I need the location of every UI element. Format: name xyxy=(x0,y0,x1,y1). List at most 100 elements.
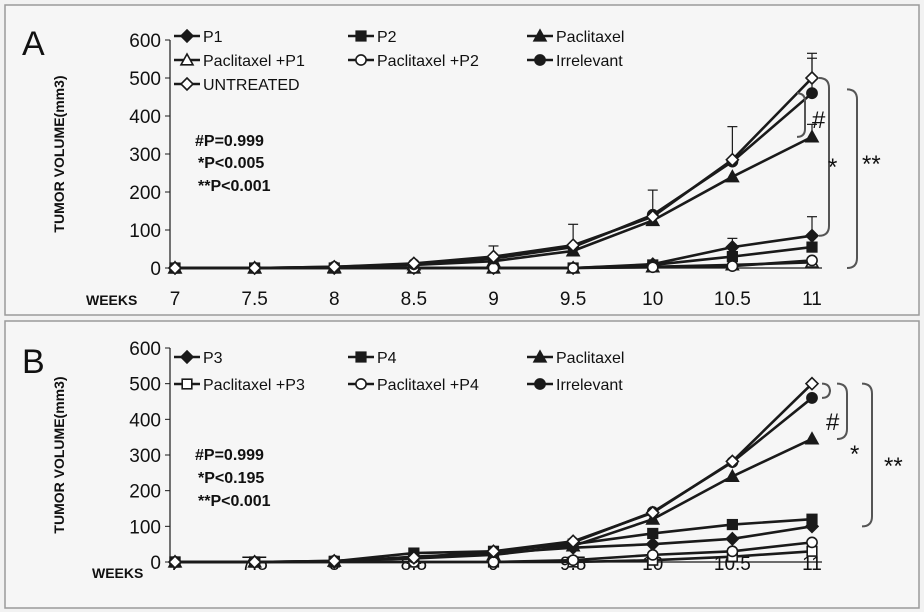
stat-annotation: #P=0.999 xyxy=(195,133,264,150)
significance-bracket xyxy=(861,382,873,528)
data-point xyxy=(806,392,818,404)
x-tick-label: 11 xyxy=(802,289,822,310)
data-point xyxy=(486,544,501,559)
legend-label: Irrelevant xyxy=(556,377,623,394)
data-point xyxy=(806,536,818,549)
data-point xyxy=(806,513,818,525)
significance-bracket xyxy=(836,382,848,440)
data-point xyxy=(567,262,580,274)
y-tick-label: 600 xyxy=(129,339,161,360)
data-point xyxy=(167,554,183,570)
legend-marker xyxy=(179,28,195,44)
data-point xyxy=(486,249,501,264)
legend-marker xyxy=(532,28,548,42)
data-point xyxy=(247,260,262,276)
x-tick-label: 7 xyxy=(170,289,181,310)
legend-marker xyxy=(355,30,367,42)
y-tick-label: 100 xyxy=(129,221,161,242)
x-tick-label: 7.5 xyxy=(241,289,267,310)
data-point xyxy=(726,518,738,531)
data-point xyxy=(646,261,659,274)
y-axis-title: TUMOR VOLUME(mm3) xyxy=(51,376,67,533)
significance-mark: # xyxy=(826,409,840,436)
y-tick-label: 200 xyxy=(129,183,161,204)
panel-a-chart: 0 100 200 300 400 500 600 7 7.5 8 8.5 9 9.5 10 10.5 11 T… xyxy=(51,28,881,310)
legend-label: Paclitaxel +P2 xyxy=(377,53,479,70)
panel-b-chart: 010020030040050060077.588.599.51010.511T… xyxy=(51,339,903,581)
significance-mark: * xyxy=(828,154,837,181)
significance-bracket xyxy=(821,382,831,399)
legend-label: Paclitaxel +P3 xyxy=(203,377,305,394)
data-point xyxy=(406,550,422,565)
data-point xyxy=(645,209,660,224)
x-axis-title: WEEKS xyxy=(86,292,137,308)
significance-mark: ** xyxy=(884,453,903,480)
data-point xyxy=(725,454,740,469)
y-tick-label: 500 xyxy=(129,69,161,90)
legend-label: P2 xyxy=(377,29,397,46)
y-tick-label: 400 xyxy=(129,410,161,431)
legend-label: P4 xyxy=(377,350,397,367)
data-point xyxy=(646,548,659,561)
stat-annotation: *P<0.195 xyxy=(198,470,264,487)
legend-label: Paclitaxel +P1 xyxy=(203,53,305,70)
data-point xyxy=(247,554,262,570)
data-point xyxy=(726,545,739,558)
significance-mark: # xyxy=(812,107,826,134)
data-point xyxy=(725,152,740,167)
data-point xyxy=(327,553,342,569)
x-tick-label: 10.5 xyxy=(714,554,751,575)
legend-marker xyxy=(179,52,195,66)
legend-label: UNTREATED xyxy=(203,77,300,94)
y-tick-label: 300 xyxy=(129,446,161,467)
data-point xyxy=(565,238,581,253)
x-tick-label: 8.5 xyxy=(401,289,427,310)
y-tick-label: 200 xyxy=(129,482,161,503)
data-point xyxy=(726,260,739,272)
y-axis-title: TUMOR VOLUME(mm3) xyxy=(51,75,67,232)
x-tick-label: 9.5 xyxy=(560,289,586,310)
y-tick-label: 400 xyxy=(129,107,161,128)
legend-label: Paclitaxel xyxy=(556,350,624,367)
y-tick-label: 100 xyxy=(129,517,161,538)
significance-bracket xyxy=(796,92,806,138)
x-tick-label: 9 xyxy=(488,289,499,310)
legend-marker xyxy=(534,378,546,390)
y-tick-label: 600 xyxy=(129,31,161,52)
data-point xyxy=(567,554,580,567)
data-point xyxy=(806,87,818,100)
stat-annotation: *P<0.005 xyxy=(198,155,264,172)
legend-marker xyxy=(179,76,195,92)
significance-bracket xyxy=(818,77,830,237)
stat-annotation: **P<0.001 xyxy=(198,178,271,195)
x-tick-label: 8 xyxy=(329,289,340,310)
legend-marker xyxy=(355,378,367,390)
panel-b-border xyxy=(4,320,920,609)
data-point xyxy=(804,376,820,391)
legend-label: P1 xyxy=(203,29,223,46)
data-point xyxy=(647,527,659,540)
data-point xyxy=(645,505,660,520)
data-point xyxy=(804,129,820,143)
data-point xyxy=(725,531,740,546)
panel-b-letter: B xyxy=(22,343,45,381)
y-tick-label: 0 xyxy=(150,259,161,280)
x-tick-label: 10 xyxy=(642,289,663,310)
panel-a-letter: A xyxy=(22,25,45,63)
legend-marker xyxy=(179,349,195,365)
data-point xyxy=(167,260,183,276)
data-point xyxy=(565,534,581,549)
data-point xyxy=(725,468,740,483)
y-tick-label: 500 xyxy=(129,375,161,396)
data-point xyxy=(804,70,820,86)
x-axis-title: WEEKS xyxy=(92,565,143,581)
data-point xyxy=(725,169,740,183)
legend-marker xyxy=(181,378,193,390)
data-point xyxy=(406,256,422,271)
stat-annotation: #P=0.999 xyxy=(195,447,264,464)
significance-mark: * xyxy=(850,441,859,468)
legend-marker xyxy=(532,349,548,363)
data-point xyxy=(806,241,818,253)
legend-label: Irrelevant xyxy=(556,53,623,70)
